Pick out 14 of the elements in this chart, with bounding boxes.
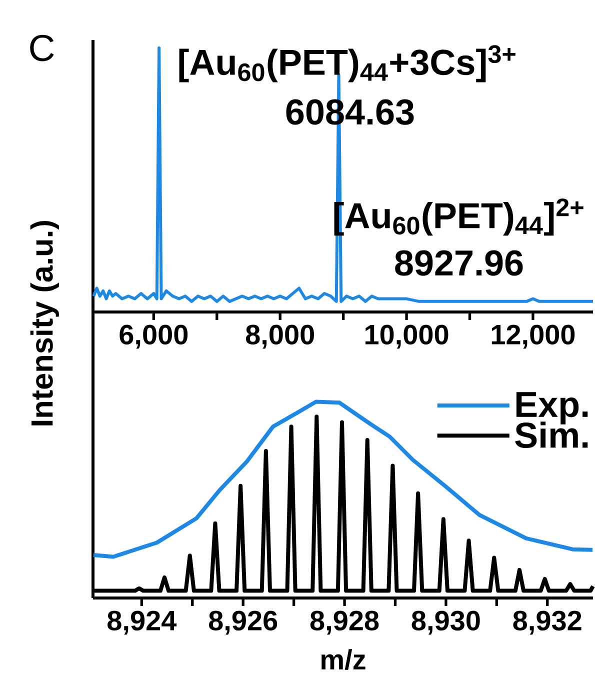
x-tick-label: 8,930 <box>412 610 480 635</box>
x-tick-label: 12,000 <box>492 324 575 349</box>
x-tick-label: 10,000 <box>365 324 448 349</box>
text: C <box>30 34 54 62</box>
x-tick-label: 8,926 <box>208 610 278 635</box>
x-tick-label: 8,928 <box>310 610 379 635</box>
x-tick-label: 8,000 <box>246 324 314 349</box>
annotation: [Au$_{60}$(PET)$_{44}$+3Cs]$^{3+}$ <box>179 45 516 82</box>
x-tick-label: 6,000 <box>120 324 188 349</box>
x-tick-label: 8,924 <box>108 610 177 635</box>
y-axis-title: Intensity (a.u.) <box>30 221 59 426</box>
annotation: 8927.96 <box>395 250 523 276</box>
x-axis-title: m/z <box>322 649 366 670</box>
x-tick-label: 8,932 <box>513 610 582 635</box>
